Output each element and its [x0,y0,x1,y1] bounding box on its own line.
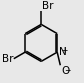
Text: Br: Br [2,54,13,64]
Text: −: − [64,66,70,75]
Text: O: O [61,66,69,76]
Text: N: N [59,47,67,57]
Text: +: + [61,46,68,55]
Text: Br: Br [42,1,53,11]
